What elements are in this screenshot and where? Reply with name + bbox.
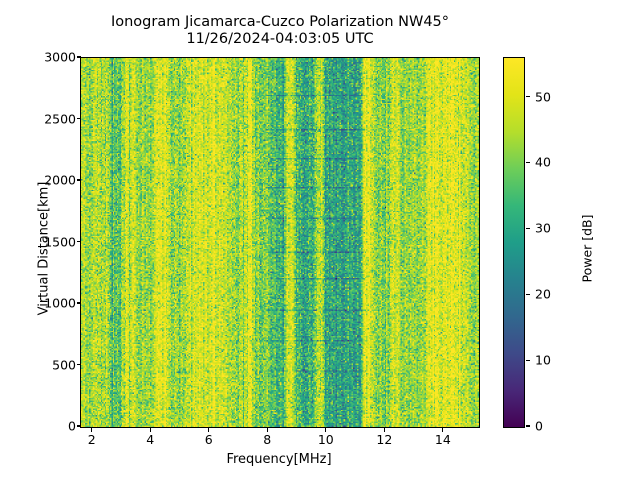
colorbar-label: Power [dB]: [579, 214, 595, 283]
colorbar-gradient: [504, 58, 524, 427]
colorbar-tick-mark: [525, 425, 530, 427]
x-axis-label: Frequency[MHz]: [226, 452, 332, 467]
y-tick-mark: [76, 56, 81, 58]
y-tick-label: 3000: [44, 49, 76, 65]
x-tick-label: 2: [87, 432, 96, 447]
y-tick-label: 1000: [44, 295, 76, 311]
colorbar-tick-mark: [525, 359, 530, 361]
colorbar-tick-mark: [525, 161, 530, 163]
chart-title: Ionogram Jicamarca-Cuzco Polarization NW…: [110, 14, 450, 47]
heatmap-canvas: [81, 58, 479, 427]
x-tick-mark: [383, 427, 385, 432]
x-tick-mark: [149, 427, 151, 432]
y-tick-label: 1500: [44, 234, 76, 249]
y-tick-label: 0: [68, 418, 76, 434]
colorbar-tick-mark: [525, 227, 530, 229]
colorbar-tick-label: 40: [535, 154, 551, 170]
colorbar-tick-label: 30: [535, 220, 551, 236]
x-tick-mark: [91, 427, 93, 432]
colorbar-tick-mark: [525, 95, 530, 98]
y-tick-mark: [76, 179, 81, 181]
x-tick-label: 10: [317, 432, 334, 447]
y-tick-mark: [76, 302, 81, 304]
colorbar-tick-label: 50: [535, 89, 551, 105]
y-tick-mark: [76, 363, 81, 366]
heatmap-plot-area: [80, 57, 480, 428]
colorbar-tick-label: 10: [535, 352, 551, 368]
y-tick-mark: [76, 425, 81, 427]
x-tick-label: 4: [146, 432, 155, 447]
x-tick-mark: [442, 427, 444, 432]
y-tick-label: 2000: [44, 172, 76, 188]
x-tick-mark: [325, 427, 327, 432]
x-tick-mark: [266, 427, 268, 432]
colorbar-tick-label: 20: [535, 286, 551, 302]
colorbar-tick-mark: [525, 293, 530, 295]
x-tick-label: 12: [376, 432, 393, 447]
colorbar: [503, 57, 525, 428]
y-tick-mark: [76, 240, 81, 243]
x-tick-label: 6: [204, 432, 213, 447]
x-tick-label: 8: [263, 432, 272, 447]
x-tick-label: 14: [434, 432, 451, 447]
y-tick-label: 500: [52, 357, 76, 372]
x-tick-mark: [208, 427, 210, 432]
colorbar-tick-label: 0: [535, 418, 543, 434]
y-tick-label: 2500: [44, 111, 76, 126]
y-tick-mark: [76, 117, 81, 120]
